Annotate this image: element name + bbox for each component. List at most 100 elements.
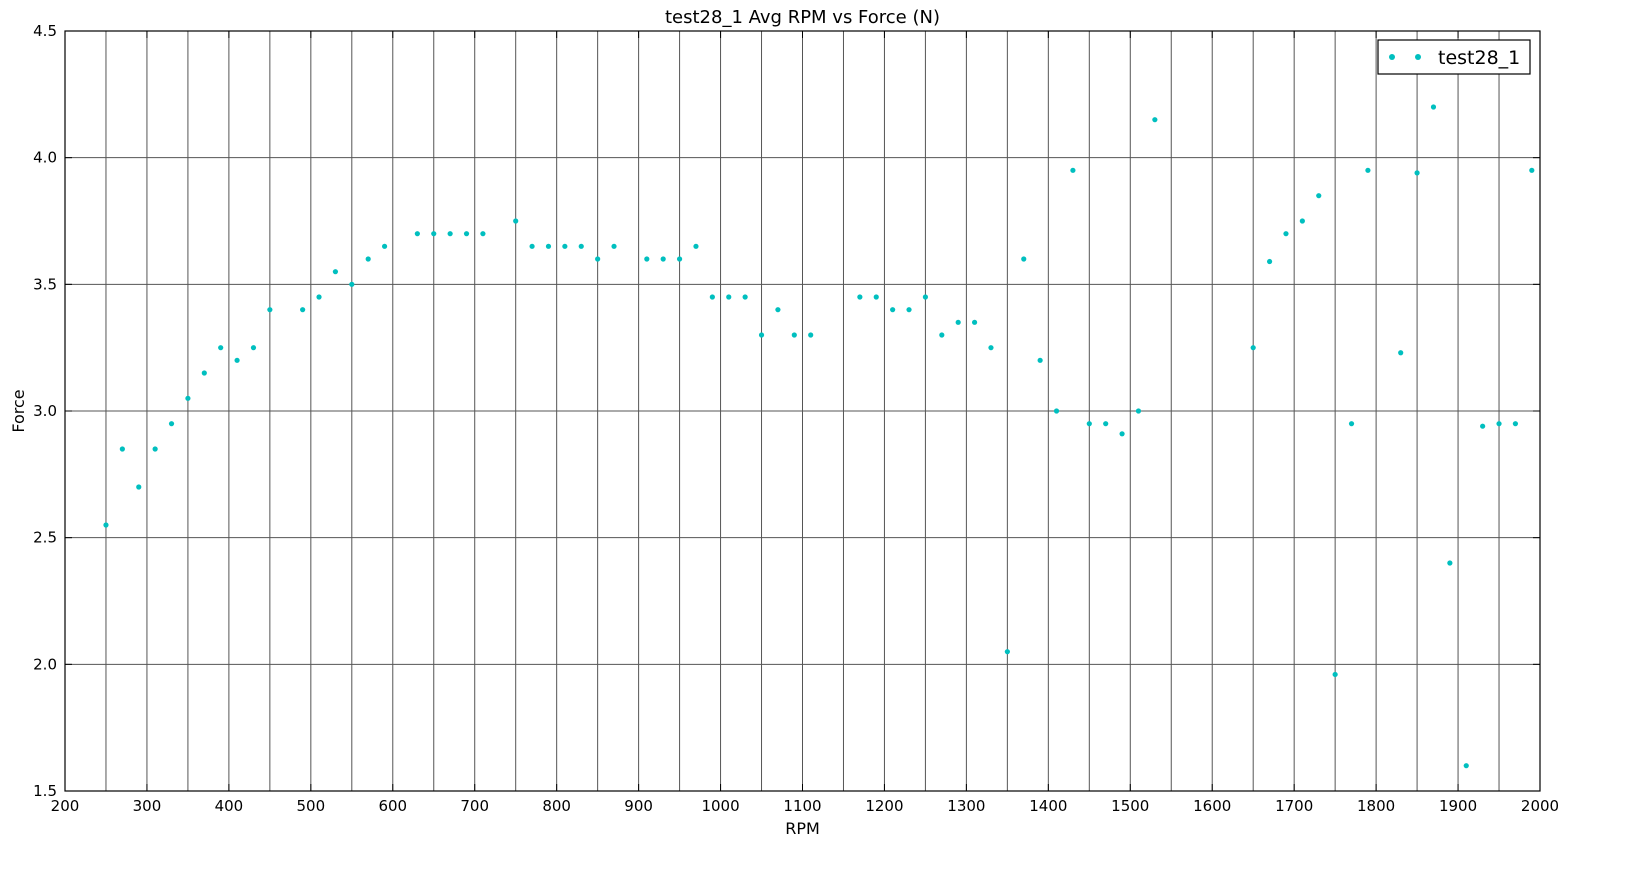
legend: test28_1 <box>1377 39 1531 75</box>
data-point <box>791 332 797 338</box>
data-point <box>1004 649 1010 655</box>
x-tick-label: 1200 <box>865 797 903 815</box>
chart-title: test28_1 Avg RPM vs Force (N) <box>665 7 940 28</box>
data-point <box>906 307 912 313</box>
data-point <box>758 332 765 338</box>
legend-label: test28_1 <box>1438 47 1520 69</box>
x-tick-label: 400 <box>215 797 244 815</box>
data-point <box>1463 763 1469 769</box>
x-tick-label: 1500 <box>1111 797 1149 815</box>
data-point <box>939 332 945 338</box>
x-tick-label: 300 <box>133 797 162 815</box>
x-tick-label: 800 <box>542 797 571 815</box>
data-point <box>1152 117 1158 123</box>
data-point <box>250 345 257 351</box>
data-point <box>660 256 666 262</box>
data-point <box>857 294 863 300</box>
data-point <box>1348 421 1355 427</box>
data-point <box>365 256 371 262</box>
legend-marker <box>1389 54 1395 60</box>
data-point <box>1250 345 1256 351</box>
data-point <box>1316 193 1322 199</box>
data-point <box>234 357 240 363</box>
y-tick-label: 3.0 <box>33 402 57 420</box>
y-tick-label: 3.5 <box>33 275 57 293</box>
data-point <box>185 395 191 401</box>
data-point <box>578 243 584 249</box>
data-point <box>103 522 109 528</box>
data-point <box>775 307 781 313</box>
y-axis-label: Force <box>9 389 28 432</box>
x-tick-label: 600 <box>378 797 407 815</box>
data-point <box>447 231 453 237</box>
data-point <box>136 484 142 490</box>
data-point <box>267 307 273 313</box>
x-tick-label: 1000 <box>701 797 739 815</box>
data-point <box>955 319 961 325</box>
data-point <box>1053 408 1060 414</box>
data-point <box>349 281 355 287</box>
legend-box <box>1377 39 1531 75</box>
y-tick-label: 2.0 <box>33 655 57 673</box>
data-point <box>1447 560 1453 566</box>
x-axis-label: RPM <box>785 819 820 838</box>
data-point <box>562 243 568 249</box>
data-point <box>1496 421 1502 427</box>
x-tick-label: 1800 <box>1357 797 1395 815</box>
data-point <box>119 446 125 452</box>
data-point <box>414 231 420 237</box>
x-tick-label: 900 <box>624 797 653 815</box>
data-point <box>922 294 929 300</box>
data-point <box>1283 231 1289 237</box>
data-point <box>1365 167 1371 173</box>
data-point <box>529 243 535 249</box>
data-point <box>1332 671 1338 678</box>
data-point <box>332 269 339 275</box>
x-tick-label: 1700 <box>1275 797 1313 815</box>
data-point <box>1086 421 1092 427</box>
data-point <box>742 294 748 300</box>
data-point <box>644 256 650 262</box>
data-point <box>168 421 175 427</box>
data-point <box>1529 167 1535 173</box>
y-axis-ticks: 1.5 2.0 2.5 3.0 3.5 4.0 4.5 <box>33 22 1540 800</box>
x-tick-label: 2000 <box>1521 797 1559 815</box>
data-point <box>808 332 814 338</box>
data-point <box>1021 256 1027 262</box>
data-point <box>971 319 978 325</box>
data-point <box>726 294 732 300</box>
data-point <box>1103 421 1109 427</box>
x-axis-ticks: 200 300 400 500 600 700 800 900 1000 1100 1200 1300… <box>51 31 1559 815</box>
data-point <box>545 243 552 249</box>
data-point <box>595 256 601 262</box>
data-point <box>381 243 388 249</box>
data-point <box>1266 258 1273 265</box>
data-point <box>1430 104 1437 110</box>
y-tick-label: 4.5 <box>33 22 57 40</box>
y-tick-label: 2.5 <box>33 529 57 547</box>
data-point <box>890 307 896 313</box>
x-tick-label: 1100 <box>783 797 821 815</box>
x-tick-label: 200 <box>51 797 80 815</box>
data-point <box>431 231 437 237</box>
data-point <box>1480 423 1486 429</box>
data-point <box>218 345 224 351</box>
data-point <box>1119 431 1125 437</box>
x-tick-label: 1600 <box>1193 797 1231 815</box>
data-point <box>1414 170 1420 176</box>
data-point <box>1299 218 1305 224</box>
data-point <box>513 218 519 224</box>
x-tick-label: 700 <box>460 797 489 815</box>
data-point <box>1135 408 1142 414</box>
data-point <box>709 294 715 300</box>
data-point <box>873 294 879 300</box>
data-point <box>1070 167 1076 173</box>
data-point <box>676 256 683 262</box>
data-point <box>1512 421 1519 427</box>
data-point <box>463 231 470 237</box>
data-point <box>988 345 994 351</box>
data-point <box>152 446 158 452</box>
data-point <box>480 231 486 237</box>
